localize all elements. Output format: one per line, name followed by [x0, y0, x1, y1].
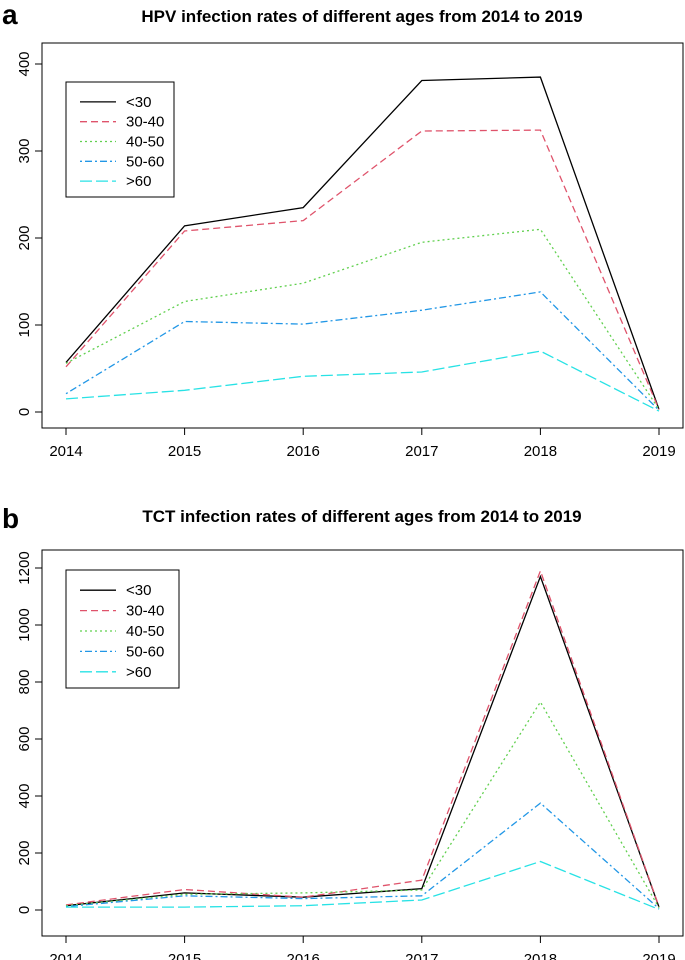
panel-a-x-tick-label: 2016	[287, 443, 320, 460]
panel-a-legend-label: 30-40	[126, 114, 164, 131]
panel-b-x-tick-label: 2014	[49, 951, 82, 960]
panel-a-axes-box	[41, 42, 684, 429]
panel-b-x-tick-label: 2019	[642, 951, 675, 960]
panel-b-y-tick-label: 0	[16, 906, 33, 914]
panel-a-legend: <30 30-40 40-50 50-60 >60	[65, 81, 175, 198]
panel-a-series-line-1	[65, 129, 660, 410]
panel-b-series-line-1	[65, 569, 660, 907]
panel-b-axes-box	[41, 549, 684, 937]
panel-a-x-tick-label: 2017	[405, 443, 438, 460]
panel-a-series-line-3	[65, 291, 660, 411]
panel-a-y-tick-label: 300	[16, 138, 33, 163]
panel-a-x-tick-label: 2015	[168, 443, 201, 460]
panel-b-y-tick-label: 800	[16, 669, 33, 694]
panel-a-series-line-4	[65, 350, 660, 412]
panel-a-legend-label: <30	[126, 94, 151, 111]
panel-b-tct-chart: b TCT infection rates of different ages …	[2, 503, 684, 960]
panel-b-x-tick-label: 2016	[287, 951, 320, 960]
panel-a-hpv-chart: a HPV infection rates of different ages …	[2, 0, 684, 460]
panel-b-series-line-2	[65, 700, 660, 909]
panel-b-series-line-4	[66, 860, 660, 911]
panel-a-y-tick-label: 100	[16, 312, 33, 337]
panel-a-title: HPV infection rates of different ages fr…	[141, 7, 582, 26]
panel-a-series-line-2	[65, 228, 660, 410]
panel-a-legend-label: >60	[126, 173, 151, 190]
panel-b-legend-label: 30-40	[126, 603, 164, 620]
panel-a-y-tick-label: 400	[16, 51, 33, 76]
panel-b-plot-area: 2014 2015 2016 2017 2018 2019 0 200 400 600 800 100…	[16, 549, 684, 960]
panel-a-y-tick-label: 200	[16, 225, 33, 250]
panel-b-title: TCT infection rates of different ages fr…	[142, 507, 581, 526]
panel-b-y-tick-label: 200	[16, 840, 33, 865]
panel-a-series-line-0	[65, 76, 660, 410]
panel-b-x-tick-label: 2017	[405, 951, 438, 960]
panel-b-legend: <30 30-40 40-50 50-60 >60	[65, 569, 180, 689]
panel-b-letter: b	[2, 503, 19, 534]
panel-b-y-tick-label: 1200	[16, 551, 33, 584]
panel-b-legend-label: 50-60	[126, 643, 164, 660]
panel-a-legend-label: 50-60	[126, 153, 164, 170]
panel-b-x-tick-label: 2015	[168, 951, 201, 960]
panel-b-series-line-3	[65, 802, 660, 910]
panel-a-legend-label: 40-50	[126, 134, 164, 151]
panel-b-legend-label: >60	[126, 664, 151, 681]
panel-b-x-tick-label: 2018	[524, 951, 557, 960]
panel-a-x-tick-label: 2019	[642, 443, 675, 460]
panel-a-plot-area: 2014 2015 2016 2017 2018 2019 0 100 200 300 400 <30…	[16, 42, 684, 460]
panel-b-y-tick-label: 600	[16, 726, 33, 751]
panel-b-series-line-0	[65, 574, 660, 908]
panel-b-y-tick-label: 1000	[16, 608, 33, 641]
panel-a-x-tick-label: 2014	[49, 443, 82, 460]
panel-b-legend-label: 40-50	[126, 623, 164, 640]
panel-b-legend-label: <30	[126, 582, 151, 599]
panel-a-x-tick-label: 2018	[524, 443, 557, 460]
panel-a-y-tick-label: 0	[16, 408, 33, 416]
panel-a-letter: a	[2, 0, 18, 30]
panel-b-y-tick-label: 400	[16, 783, 33, 808]
panel-a-legend-box	[65, 81, 175, 198]
